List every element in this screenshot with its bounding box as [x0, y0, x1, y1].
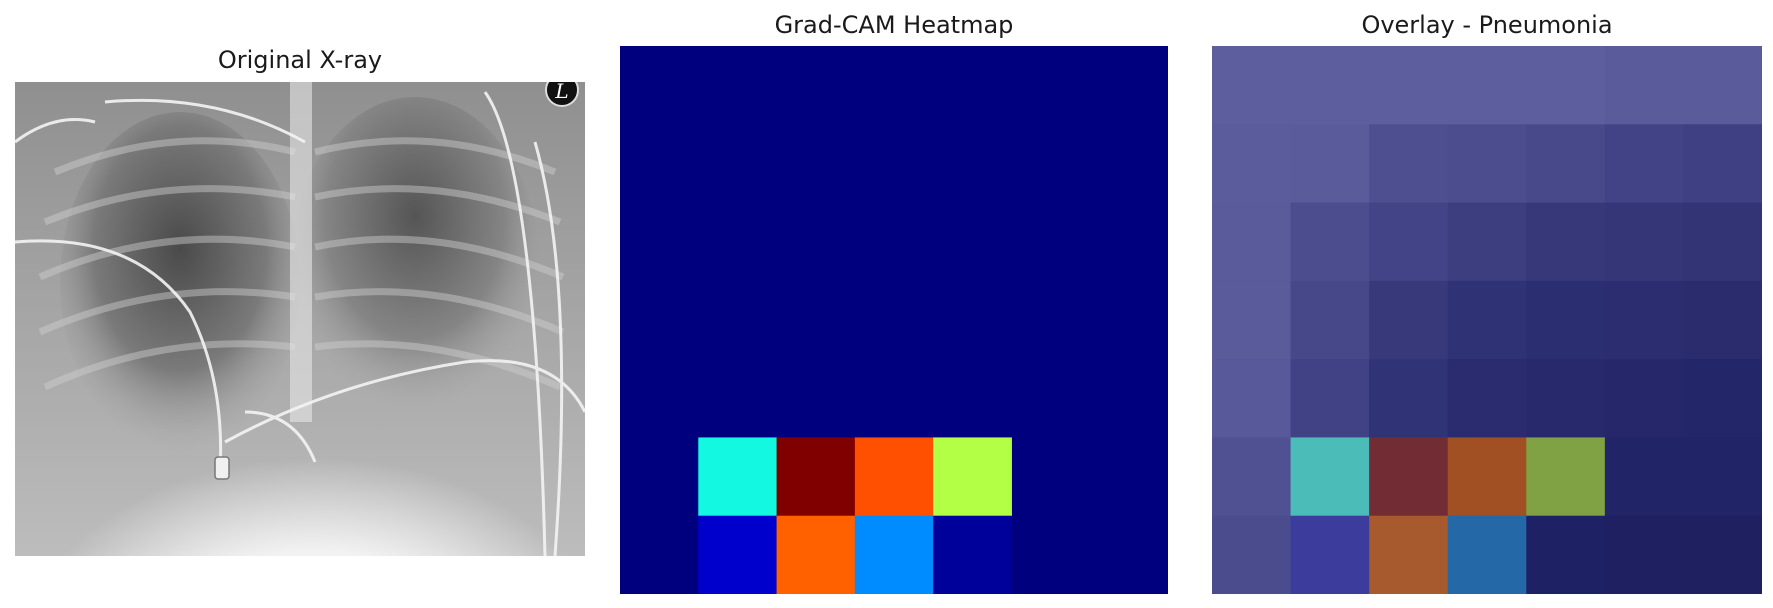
overlay-cell: [1369, 280, 1449, 360]
overlay-cell: [1447, 202, 1527, 282]
heatmap-cell: [933, 437, 1012, 517]
overlay-cell: [1526, 515, 1606, 594]
overlay-cell: [1290, 359, 1370, 438]
overlay-cell: [1212, 515, 1292, 594]
overlay-cell: [1212, 124, 1292, 204]
heatmap-cell: [698, 437, 778, 517]
overlay-cell: [1526, 437, 1606, 517]
overlay-cell: [1604, 124, 1684, 204]
overlay-cell: [1212, 359, 1292, 438]
heatmap-title: Grad-CAM Heatmap: [774, 11, 1014, 39]
overlay-cell: [1683, 46, 1762, 125]
heatmap-cell: [776, 437, 856, 517]
overlay-cell: [1604, 359, 1684, 438]
overlay-cell: [1683, 280, 1762, 360]
overlay-title: Overlay - Pneumonia: [1361, 11, 1613, 39]
laterality-marker: L: [554, 82, 568, 103]
overlay-cell: [1683, 124, 1762, 204]
original-xray-title: Original X-ray: [217, 46, 383, 74]
overlay-cell: [1290, 124, 1370, 204]
overlay-cell: [1447, 124, 1527, 204]
overlay-cell: [1369, 359, 1449, 438]
overlay-cell: [1369, 46, 1449, 125]
heatmap-cell: [933, 515, 1012, 594]
gradcam-heatmap: [620, 46, 1168, 594]
heatmap-cell: [854, 515, 934, 594]
overlay-cell: [1683, 437, 1762, 517]
overlay-cell: [1369, 202, 1449, 282]
overlay-cell: [1212, 202, 1292, 282]
overlay-image: [1212, 46, 1762, 594]
overlay-cell: [1447, 280, 1527, 360]
overlay-cell: [1683, 359, 1762, 438]
overlay-cell: [1526, 280, 1606, 360]
overlay-cell: [1369, 437, 1449, 517]
overlay-cell: [1212, 280, 1292, 360]
overlay-cell: [1526, 124, 1606, 204]
overlay-cell: [1683, 515, 1762, 594]
overlay-cell: [1526, 46, 1606, 125]
heatmap-cell: [698, 515, 778, 594]
overlay-cell: [1604, 515, 1684, 594]
overlay-cell: [1604, 202, 1684, 282]
overlay-cell: [1447, 437, 1527, 517]
overlay-cell: [1447, 359, 1527, 438]
overlay-cell: [1447, 46, 1527, 125]
heatmap-cell: [854, 437, 934, 517]
overlay-cell: [1212, 46, 1292, 125]
overlay-cell: [1290, 280, 1370, 360]
overlay-cell: [1604, 437, 1684, 517]
overlay-cell: [1447, 515, 1527, 594]
overlay-cell: [1212, 437, 1292, 517]
overlay-cell: [1290, 437, 1370, 517]
overlay-cell: [1369, 515, 1449, 594]
overlay-cell: [1290, 515, 1370, 594]
overlay-cell: [1526, 359, 1606, 438]
heatmap-cell: [776, 515, 856, 594]
overlay-cell: [1604, 46, 1684, 125]
overlay-cell: [1604, 280, 1684, 360]
overlay-cell: [1290, 46, 1370, 125]
overlay-cell: [1369, 124, 1449, 204]
overlay-cell: [1683, 202, 1762, 282]
original-xray-image: L: [15, 82, 585, 556]
overlay-cell: [1290, 202, 1370, 282]
overlay-cell: [1526, 202, 1606, 282]
